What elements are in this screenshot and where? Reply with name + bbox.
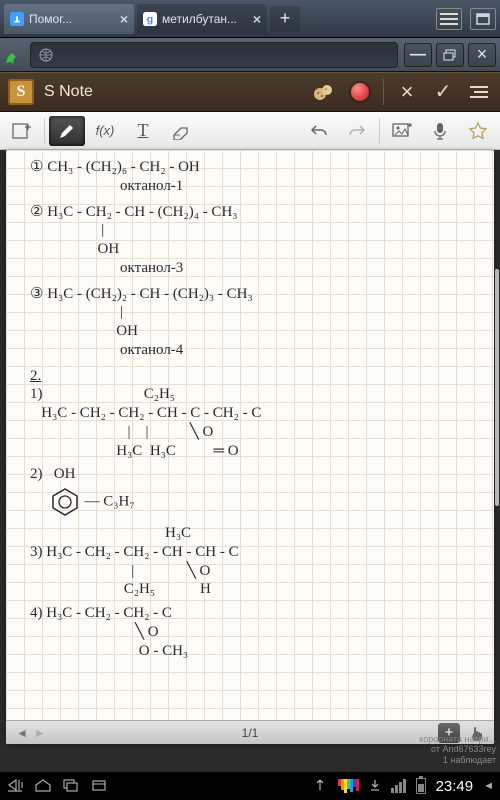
window-restore-icon[interactable] [436,43,464,67]
multitask-icon[interactable] [312,778,328,795]
screenshot-nav-icon[interactable] [90,778,108,795]
pin-icon[interactable] [4,45,24,65]
download-icon [369,778,381,795]
text-tool-icon[interactable]: T [125,116,161,146]
notification-preview: корооната натри... от And67633rey 1 набл… [376,734,496,766]
chem-line: ① CH₃ - (CH₂)₆ - CH₂ - OH [30,160,480,176]
insert-tool-icon[interactable] [4,116,40,146]
signal-icon [391,779,406,793]
chem-line: OH [30,242,480,258]
window-minimize-icon[interactable]: — [404,43,432,67]
browser-tab-1[interactable]: Помог... × [4,4,134,34]
chem-line: | | ╲ O [30,425,480,441]
browser-tab-2[interactable]: g метилбутан... × [137,4,267,34]
chem-line: C₂H₅ H [30,582,480,598]
chem-line: 2) OH [30,467,480,483]
chem-line: H₃C H₃C ═ O [30,444,480,460]
scroll-thumb[interactable] [495,269,499,507]
cookies-icon[interactable] [311,79,337,105]
chem-label: октанол-3 [120,261,480,277]
url-bar: — × [0,38,500,72]
benzene-ring-icon [49,486,81,518]
chem-line: OH [30,324,480,340]
battery-icon [416,778,426,794]
status-clock: 23:49 [436,778,474,795]
snote-app-icon: S [8,79,34,105]
scrollbar[interactable] [494,150,500,744]
chem-line: H₃C [30,526,480,542]
close-tab-icon[interactable]: × [253,11,261,27]
maximize-icon[interactable] [470,8,496,30]
browser-menu-icon[interactable] [436,8,462,30]
handwritten-content: ① CH₃ - (CH₂)₆ - CH₂ - OH октанол-1 ② H₃… [6,150,494,672]
notif-line: от And67633rey [376,744,496,755]
undo-icon[interactable] [301,116,337,146]
chem-line: ╲ O [30,625,480,641]
chem-line: 4) H₃C - CH₂ - CH₂ - C [30,606,480,622]
tab-title: Помог... [29,12,72,26]
note-page[interactable]: ① CH₃ - (CH₂)₆ - CH₂ - OH октанол-1 ② H₃… [6,150,494,744]
new-tab-button[interactable]: + [270,6,300,32]
url-input[interactable] [30,42,398,68]
redo-icon[interactable] [339,116,375,146]
chem-line: | [30,223,480,239]
recent-nav-icon[interactable] [62,778,80,795]
snote-title-text: S Note [44,83,301,101]
eraser-tool-icon[interactable] [163,116,199,146]
svg-text:g: g [147,13,153,25]
home-nav-icon[interactable] [34,778,52,795]
chem-line: ③ H₃C - (CH₂)₂ - CH - (CH₂)₃ - CH₃ [30,287,480,303]
close-tab-icon[interactable]: × [120,11,128,27]
chem-label: октанол-4 [120,343,480,359]
chem-line: 3) H₃C - CH₂ - CH₂ - CH - CH - C [30,545,480,561]
snote-close-icon[interactable]: × [394,79,420,105]
mic-icon[interactable] [422,116,458,146]
globe-icon [39,48,53,62]
chem-line: — C₃H₇ [30,486,480,518]
chem-line: 1) C₂H₅ [30,387,480,403]
prev-page-icon[interactable]: ◄ [16,726,28,740]
pen-tool-icon[interactable] [49,116,85,146]
browser-tab-strip: Помог... × g метилбутан... × + [0,0,500,38]
chem-line: | ╲ O [30,564,480,580]
window-close-icon[interactable]: × [468,43,496,67]
favicon-google: g [143,12,157,26]
status-caret-icon[interactable]: ◄ [483,780,494,792]
chem-line: O - CH₃ [30,644,480,660]
chem-line: | [30,305,480,321]
chem-label: октанол-1 [120,179,480,195]
back-nav-icon[interactable] [6,778,24,795]
next-page-icon[interactable]: ► [34,726,46,740]
snote-confirm-icon[interactable]: ✓ [430,79,456,105]
section-label: 2. [30,369,480,385]
equalizer-icon [338,779,359,793]
chem-line: H₃C - CH₂ - CH₂ - CH - C - CH₂ - C [30,406,480,422]
notif-line: 1 наблюдает [376,755,496,766]
record-icon[interactable] [347,79,373,105]
android-status-bar: 23:49 ◄ [0,772,500,800]
snote-title-bar: S S Note × ✓ [0,72,500,112]
star-icon[interactable] [460,116,496,146]
chem-line: ② H₃C - CH₂ - CH - (CH₂)₄ - CH₃ [30,205,480,221]
favicon-1 [10,12,24,26]
add-image-icon[interactable] [384,116,420,146]
page-counter: 1/1 [242,726,259,740]
snote-menu-icon[interactable] [466,79,492,105]
notif-line: корооната натри... [376,734,496,745]
formula-tool-icon[interactable]: f(x) [87,116,123,146]
snote-toolbar: f(x) T [0,112,500,150]
tab-title: метилбутан... [162,12,237,26]
